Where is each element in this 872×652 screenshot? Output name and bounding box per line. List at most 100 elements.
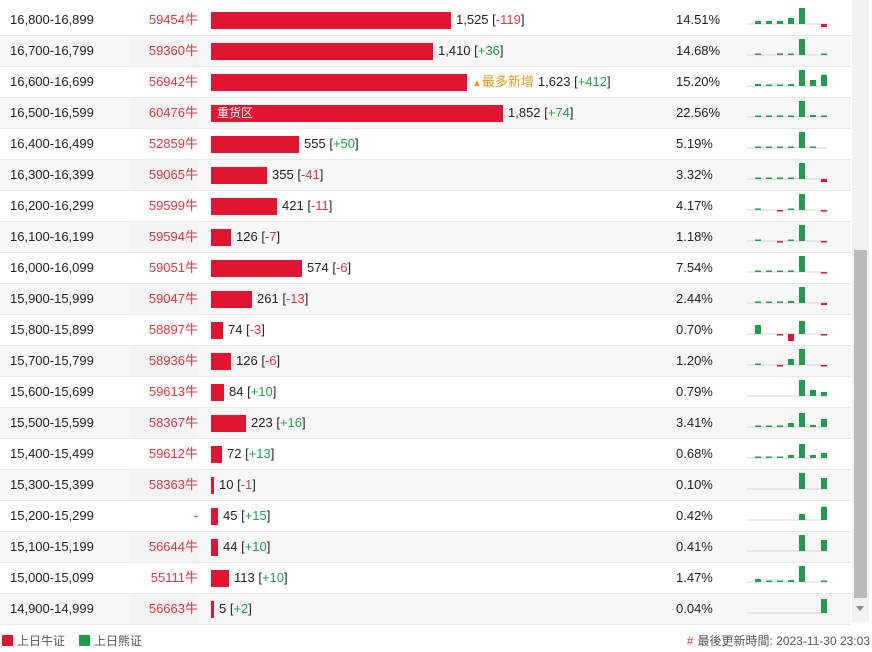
volume-change: +10 [261,570,285,585]
mini-chart-bar [755,363,761,365]
percentage: 0.68% [676,446,713,461]
table-row: 15,200-15,299 - 45 [+15] 0.42% [0,501,851,532]
volume-bar [211,229,231,246]
volume-bar [211,322,223,339]
legend-bull: 上日牛证 [2,633,65,649]
strike-price[interactable]: 56663牛 [130,594,198,624]
volume-value: 223 [+16] [251,415,306,430]
table-row: 15,400-15,499 59612牛 72 [+13] 0.68% [0,439,851,470]
volume-number: 84 [229,384,244,399]
mini-chart-bar [766,84,772,86]
strike-price[interactable]: 59613牛 [130,377,198,407]
mini-chart-bar [821,365,827,367]
volume-bar [211,136,299,153]
price-range: 15,300-15,399 [10,477,94,492]
table-row: 15,600-15,699 59613牛 84 [+10] 0.79% [0,377,851,408]
mini-bar-chart [747,380,827,397]
volume-bar [211,291,252,308]
mini-chart-bar [799,413,805,427]
strike-price[interactable]: 59051牛 [130,253,198,283]
strike-price[interactable]: 60476牛 [130,98,198,128]
volume-value: 261 [-13] [257,291,309,306]
mini-chart-bar [777,425,783,427]
mini-chart-bar [788,177,794,179]
mini-chart-bar [821,478,827,489]
mini-chart-bar [799,101,805,117]
scroll-down-arrow-icon[interactable] [856,606,864,611]
percentage: 2.44% [676,291,713,306]
mini-chart-bar [755,84,761,86]
strike-price[interactable]: 58897牛 [130,315,198,345]
mini-chart-bar [788,115,794,117]
mini-chart-bar [821,580,827,582]
percentage: 22.56% [676,105,721,120]
scrollbar[interactable] [852,0,869,622]
volume-value: 574 [-6] [307,260,352,275]
volume-bar [211,539,218,556]
mini-chart-bar [788,18,794,24]
percentage: 1.47% [676,570,713,585]
volume-bar [211,415,246,432]
volume-value: 555 [+50] [304,136,359,151]
price-range: 16,400-16,499 [10,136,94,151]
volume-value: 44 [+10] [223,539,271,554]
strike-price[interactable]: 59599牛 [130,191,198,221]
strike-price[interactable]: 52859牛 [130,129,198,159]
volume-bar [211,384,224,401]
strike-price[interactable]: 59047牛 [130,284,198,314]
mini-chart-bar [755,301,761,303]
footer: 上日牛证 上日熊证 # 最後更新時間: 2023-11-30 23:03 [0,630,872,652]
scrollbar-thumb[interactable] [854,250,867,598]
strike-price[interactable]: - [130,501,198,531]
mini-chart-bar [777,21,783,24]
volume-value: 421 [-11] [282,198,333,213]
mini-chart-bar [766,177,772,179]
mini-chart-bar [821,419,827,427]
strike-price[interactable]: 58363牛 [130,470,198,500]
volume-number: 574 [307,260,329,275]
strike-price[interactable]: 58936牛 [130,346,198,376]
percentage: 0.41% [676,539,713,554]
mini-bar-chart [747,287,827,305]
price-range: 15,100-15,199 [10,539,94,554]
price-range: 16,300-16,399 [10,167,94,182]
legend-bull-label: 上日牛证 [17,634,66,648]
volume-bar [211,570,229,587]
mini-chart-bar [799,39,805,55]
mini-chart-bar [788,208,794,210]
mini-chart-bar [821,53,827,55]
mini-bar-chart [747,194,827,212]
strike-price[interactable]: 58367牛 [130,408,198,438]
strike-price[interactable]: 59594牛 [130,222,198,252]
volume-number: 1,623 [537,74,571,89]
price-range: 15,500-15,599 [10,415,94,430]
strike-price[interactable]: 55111牛 [130,563,198,593]
price-range: 16,100-16,199 [10,229,94,244]
percentage: 0.42% [676,508,713,523]
mini-chart-bar [799,225,805,241]
strike-price[interactable]: 59065牛 [130,160,198,190]
volume-bar [211,446,222,463]
strike-price[interactable]: 56644牛 [130,532,198,562]
table-row: 16,500-16,599 60476牛 重货区 1,852 [+74] 22.56% [0,98,851,129]
mini-chart-bar [766,21,772,24]
strike-price[interactable]: 59360牛 [130,36,198,66]
strike-price[interactable]: 59454牛 [130,5,198,35]
mini-bar-chart [747,535,827,552]
mini-bar-chart [747,413,827,428]
volume-change: -3 [249,322,262,337]
mini-chart-bar [810,455,816,458]
hash-icon: # [686,634,694,648]
strike-price[interactable]: 56942牛 [130,67,198,97]
price-range: 15,400-15,499 [10,446,94,461]
price-range: 15,800-15,899 [10,322,94,337]
volume-number: 1,410 [438,43,471,58]
mini-chart-bar [788,423,794,427]
volume-value: 126 [-7] [236,229,281,244]
mini-chart-bar [799,287,805,303]
strike-price[interactable]: 59612牛 [130,439,198,469]
price-range: 16,200-16,299 [10,198,94,213]
mini-chart-bar [788,455,794,458]
mini-chart-bar [766,580,772,582]
volume-bar [211,601,214,618]
